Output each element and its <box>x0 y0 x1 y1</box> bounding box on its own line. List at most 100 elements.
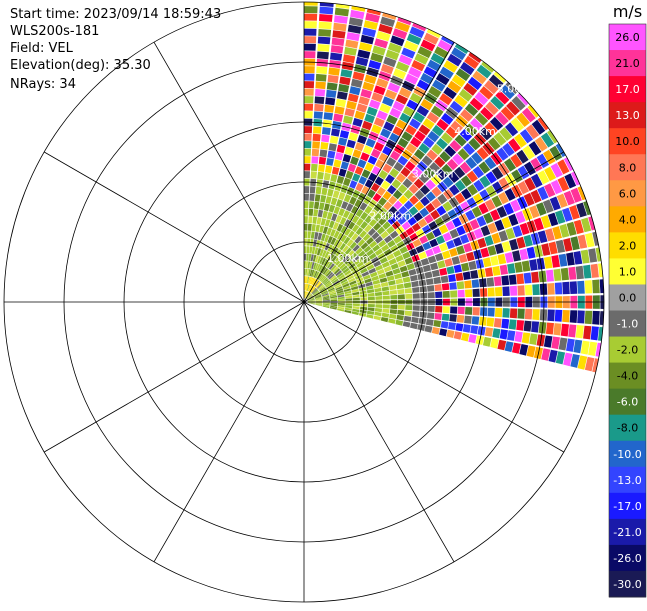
colorbar-swatch <box>609 570 646 598</box>
range-gate-cell <box>322 298 330 301</box>
range-gate-cell <box>558 337 568 351</box>
range-gate-cell <box>536 153 550 169</box>
range-gate-cell <box>331 37 345 46</box>
range-gate-cell <box>333 113 344 122</box>
range-gate-cell <box>309 261 313 269</box>
range-gate-cell <box>510 154 523 168</box>
range-gate-cell <box>380 281 389 288</box>
range-gate-cell <box>368 218 378 227</box>
range-gate-cell <box>322 127 331 135</box>
range-gate-cell <box>346 239 354 247</box>
range-gate-cell <box>388 206 398 215</box>
range-gate-cell <box>396 240 406 249</box>
range-gate-cell <box>305 283 307 291</box>
range-gate-cell <box>374 141 385 152</box>
range-gate-cell <box>382 191 392 201</box>
range-gate-cell <box>381 180 391 190</box>
range-gate-cell <box>514 133 527 148</box>
range-gate-cell <box>451 256 461 265</box>
range-gate-cell <box>354 142 365 152</box>
range-gate-cell <box>455 272 464 281</box>
range-gate-cell <box>352 117 363 127</box>
range-gate-cell <box>471 279 480 288</box>
range-gate-cell <box>404 310 412 317</box>
range-gate-cell <box>464 280 472 289</box>
range-gate-cell <box>360 88 372 99</box>
range-gate-cell <box>563 352 573 367</box>
range-gate-cell <box>472 288 480 297</box>
range-gate-cell <box>370 271 378 278</box>
range-gate-cell <box>395 254 404 263</box>
range-gate-cell <box>336 241 343 249</box>
range-gate-cell <box>324 281 332 287</box>
range-gate-cell <box>382 163 393 174</box>
range-gate-cell <box>304 126 313 134</box>
range-gate-cell <box>372 279 381 285</box>
range-gate-cell <box>330 229 336 237</box>
range-gate-cell <box>315 296 322 300</box>
range-gate-cell <box>344 309 352 314</box>
range-gate-cell <box>512 225 523 238</box>
range-gate-cell <box>319 256 324 265</box>
range-gate-cell <box>316 248 322 256</box>
range-gate-cell <box>531 321 540 333</box>
range-gate-cell <box>356 218 364 227</box>
range-gate-cell <box>344 307 352 311</box>
range-gate-cell <box>445 220 456 231</box>
range-gate-cell <box>331 213 338 222</box>
range-gate-cell <box>458 88 473 102</box>
range-gate-cell <box>463 143 476 156</box>
range-gate-cell <box>529 205 540 219</box>
range-gate-cell <box>450 306 458 314</box>
range-gate-cell <box>324 280 331 286</box>
range-gate-cell <box>319 6 334 15</box>
range-gate-cell <box>548 349 558 363</box>
range-gate-cell <box>426 149 438 161</box>
range-gate-cell <box>446 239 456 250</box>
range-gate-cell <box>547 212 559 227</box>
range-gate-cell <box>390 304 398 310</box>
range-gate-cell <box>338 208 346 217</box>
range-gate-cell <box>522 145 536 160</box>
range-gate-cell <box>548 241 558 255</box>
range-gate-cell <box>319 286 326 291</box>
range-gate-cell <box>450 290 458 298</box>
range-gate-cell <box>403 211 413 221</box>
range-gate-cell <box>440 275 449 283</box>
range-gate-cell <box>431 186 442 197</box>
range-gate-cell <box>360 267 368 274</box>
range-gate-cell <box>367 292 375 297</box>
range-gate-cell <box>315 297 323 300</box>
range-gate-cell <box>428 221 438 231</box>
range-gate-cell <box>501 318 510 329</box>
range-gate-cell <box>304 253 307 261</box>
range-gate-cell <box>357 159 367 169</box>
range-gate-cell <box>352 255 360 263</box>
range-gate-cell <box>323 112 333 121</box>
range-gate-cell <box>376 186 386 196</box>
range-gate-cell <box>413 212 423 222</box>
range-gate-cell <box>347 24 362 34</box>
range-gate-cell <box>366 285 374 290</box>
range-gate-cell <box>380 128 391 139</box>
range-gate-cell <box>329 290 336 295</box>
range-gate-cell <box>304 171 310 179</box>
range-gate-cell <box>305 291 308 299</box>
range-gate-cell <box>310 254 314 262</box>
range-gate-cell <box>420 196 430 207</box>
range-gate-cell <box>322 305 330 309</box>
range-gate-cell <box>430 105 444 118</box>
range-gate-cell <box>304 2 318 6</box>
range-gate-cell <box>360 242 369 250</box>
range-gate-cell <box>333 257 340 265</box>
range-gate-cell <box>559 223 570 238</box>
range-gate-cell <box>386 157 397 167</box>
range-gate-cell <box>558 253 568 267</box>
range-gate-cell <box>554 282 563 295</box>
range-gate-cell <box>364 224 372 233</box>
range-gate-cell <box>311 148 320 157</box>
range-gate-cell <box>306 268 310 276</box>
range-gate-cell <box>515 210 526 224</box>
range-gate-cell <box>327 285 334 291</box>
